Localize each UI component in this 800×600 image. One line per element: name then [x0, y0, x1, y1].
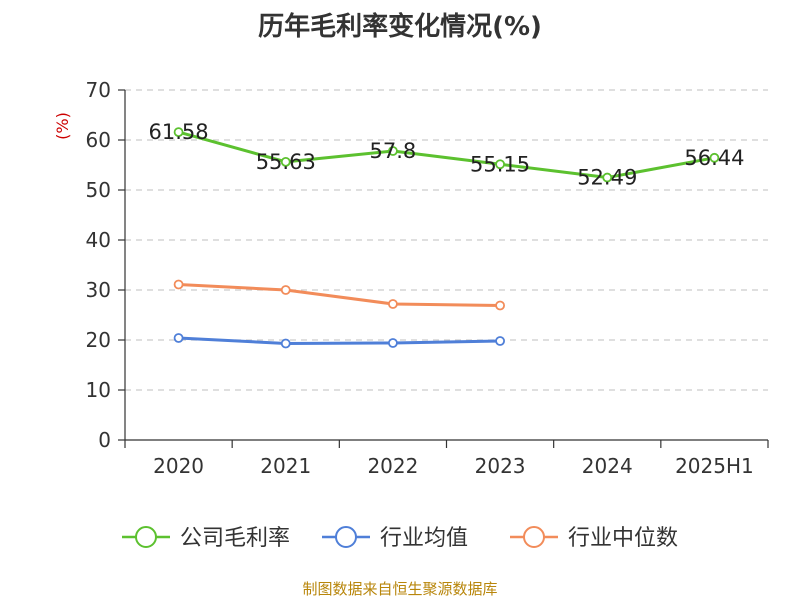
legend-label: 公司毛利率 — [180, 526, 290, 551]
x-tick-label: 2020 — [153, 454, 204, 478]
data-label: 55.63 — [256, 150, 316, 174]
x-tick-label: 2023 — [475, 454, 526, 478]
legend-marker — [135, 526, 157, 548]
data-label: 61.58 — [149, 120, 209, 144]
grid-lines — [125, 89, 768, 391]
data-point — [495, 336, 505, 346]
axes: 0 10 20 30 40 50 60 70 2020 2021 2022 2023 2024 2025H… — [53, 78, 769, 478]
series-lines — [173, 127, 720, 349]
data-point — [173, 279, 184, 290]
y-tick-label: 70 — [86, 78, 111, 102]
x-tick-label: 2022 — [367, 454, 418, 478]
y-tick-label: 10 — [86, 378, 111, 402]
data-point — [280, 338, 291, 349]
series-line-1 — [178, 336, 501, 345]
y-tick-label: 50 — [86, 178, 111, 202]
data-label: 52.49 — [577, 166, 637, 190]
source-note: 制图数据来自恒生聚源数据库 — [302, 580, 498, 598]
data-label: 55.15 — [470, 152, 530, 176]
data-label: 56.44 — [684, 146, 744, 170]
y-axis-label: (%) — [53, 112, 72, 140]
data-point — [602, 172, 613, 183]
y-tick-label: 0 — [98, 428, 111, 452]
legend-label: 行业中位数 — [568, 526, 678, 551]
data-labels: 61.58 55.63 57.8 55.15 52.49 56.44 — [149, 120, 745, 189]
data-point — [280, 156, 291, 167]
legend-marker — [335, 526, 357, 548]
series-line-0 — [178, 130, 715, 180]
data-point — [173, 333, 184, 343]
data-point — [495, 300, 505, 311]
legend-label: 行业均值 — [380, 526, 468, 551]
y-tick-label: 40 — [86, 228, 111, 252]
data-point — [388, 146, 398, 156]
legend: 公司毛利率 行业均值 行业中位数 — [122, 526, 678, 551]
y-tick-label: 30 — [86, 278, 111, 302]
series-line-2 — [178, 283, 501, 307]
x-tick-label: 2025H1 — [675, 454, 754, 478]
data-point — [173, 127, 184, 138]
y-tick-label: 60 — [86, 128, 111, 152]
data-point — [495, 159, 505, 170]
data-label: 57.8 — [370, 139, 417, 163]
x-tick-label: 2024 — [582, 454, 633, 478]
data-point — [388, 338, 398, 348]
x-tick-label: 2021 — [260, 454, 311, 478]
y-tick-label: 20 — [86, 328, 111, 352]
data-point — [388, 299, 398, 309]
chart-title: 历年毛利率变化情况(%) — [258, 12, 542, 42]
legend-marker — [523, 526, 545, 548]
data-point — [709, 152, 720, 163]
data-point — [280, 285, 291, 295]
